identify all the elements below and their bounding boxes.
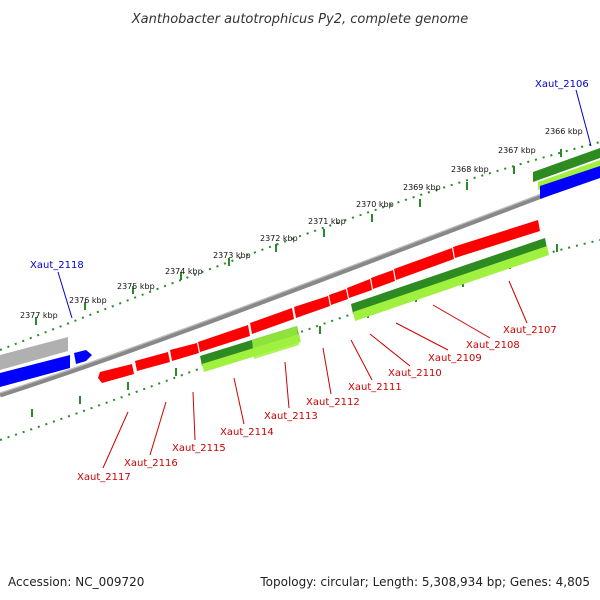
- cds-xaut-2116: [135, 352, 170, 371]
- tick-label-2368: 2368 kbp: [451, 165, 489, 174]
- cds-xaut-2110: [347, 279, 372, 298]
- leader-xaut-2109: [395, 322, 449, 351]
- tick-label-2376: 2376 kbp: [69, 296, 107, 305]
- leader-xaut-2112: [322, 347, 332, 395]
- leader-xaut-2110: [369, 333, 411, 367]
- leader-xaut-2106: [575, 89, 592, 147]
- reverse-cds-right-light: [353, 246, 549, 321]
- tick-label-2374: 2374 kbp: [165, 267, 203, 276]
- label-xaut-2112: Xaut_2112: [306, 397, 360, 408]
- label-xaut-2117: Xaut_2117: [77, 472, 131, 483]
- tick-label-2372: 2372 kbp: [260, 234, 298, 243]
- map-title: Xanthobacter autotrophicus Py2, complete…: [131, 12, 468, 27]
- genome-backbone-highlight: [0, 171, 600, 394]
- cds-xaut-2113: [250, 308, 294, 334]
- label-xaut-2114: Xaut_2114: [220, 427, 274, 438]
- label-leaders: [57, 89, 592, 469]
- accession-text: Accession: NC_009720: [8, 575, 144, 589]
- leader-xaut-2118: [57, 271, 73, 319]
- label-xaut-2107: Xaut_2107: [503, 325, 557, 336]
- feature-cluster-2118: [0, 337, 92, 387]
- cds-xaut-2111: [329, 289, 348, 305]
- tick-label-2371: 2371 kbp: [308, 217, 346, 226]
- reverse-cds-left-highlight: [252, 326, 299, 359]
- cds-xaut-2109: [371, 270, 395, 289]
- leader-xaut-2117: [102, 411, 129, 469]
- leader-xaut-2108: [432, 304, 491, 339]
- label-xaut-2106: Xaut_2106: [535, 79, 589, 90]
- leader-xaut-2115: [192, 391, 196, 441]
- forward-gene-xaut-2106: [540, 166, 600, 199]
- label-xaut-2115: Xaut_2115: [172, 443, 226, 454]
- gene-labels: Xaut_2106 Xaut_2118 Xaut_2107 Xaut_2108 …: [30, 79, 589, 483]
- label-xaut-2110: Xaut_2110: [388, 368, 442, 379]
- label-xaut-2116: Xaut_2116: [124, 458, 178, 469]
- reverse-cds-right: [351, 238, 547, 314]
- leader-xaut-2114: [233, 377, 245, 425]
- outer-tick-track: [0, 141, 600, 351]
- forward-gene-xaut-2118-body: [0, 355, 70, 387]
- tick-label-2373: 2373 kbp: [213, 251, 251, 260]
- reverse-cds-upper-right: [533, 148, 600, 182]
- tick-label-2377: 2377 kbp: [20, 311, 58, 320]
- cds-xaut-2112: [294, 296, 330, 318]
- tick-label-2375: 2375 kbp: [117, 282, 155, 291]
- outer-major-ticks: [35, 149, 562, 325]
- label-xaut-2118: Xaut_2118: [30, 260, 84, 271]
- leader-xaut-2113: [284, 361, 290, 409]
- tick-label-2370: 2370 kbp: [356, 200, 394, 209]
- tick-label-2366: 2366 kbp: [545, 127, 583, 136]
- cds-xaut-2107: [453, 220, 540, 258]
- feature-cluster-2106: [533, 148, 600, 199]
- genome-backbone: [0, 171, 600, 398]
- label-xaut-2113: Xaut_2113: [264, 411, 318, 422]
- cds-xaut-2108: [394, 248, 454, 280]
- cds-xaut-2115: [170, 343, 199, 361]
- leader-xaut-2116: [149, 401, 167, 456]
- label-xaut-2108: Xaut_2108: [466, 340, 520, 351]
- tick-label-2367: 2367 kbp: [498, 146, 536, 155]
- reverse-cds-track: [200, 238, 549, 372]
- genome-stats-text: Topology: circular; Length: 5,308,934 bp…: [259, 575, 590, 589]
- leader-xaut-2107: [508, 280, 528, 324]
- cds-xaut-2117: [98, 364, 134, 383]
- label-xaut-2109: Xaut_2109: [428, 353, 482, 364]
- grey-feature-left: [0, 337, 68, 370]
- cds-xaut-2114: [198, 325, 250, 352]
- forward-cds-track: [98, 220, 540, 383]
- label-xaut-2111: Xaut_2111: [348, 382, 402, 393]
- forward-gene-xaut-2118-arrow: [74, 350, 92, 364]
- tick-label-2369: 2369 kbp: [403, 183, 441, 192]
- tick-labels: 2366 kbp 2367 kbp 2368 kbp 2369 kbp 2370…: [20, 127, 583, 320]
- leader-xaut-2111: [350, 339, 373, 381]
